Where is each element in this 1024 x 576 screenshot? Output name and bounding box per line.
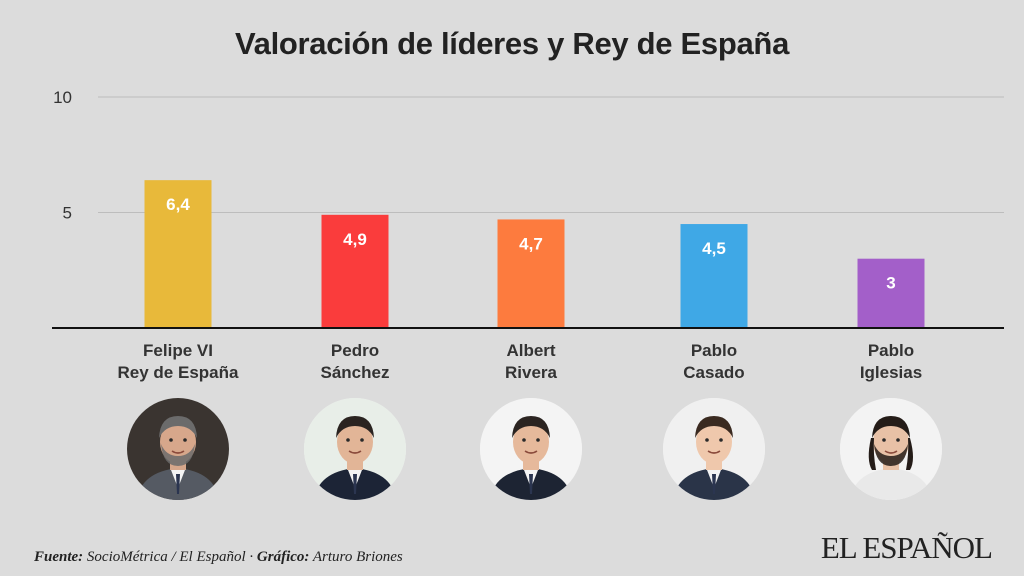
source-label: Fuente: <box>34 549 84 565</box>
chart-title: Valoración de líderes y Rey de España <box>234 26 790 61</box>
x-tick-label: Felipe VI Rey de España <box>88 340 268 384</box>
x-tick-label-line: Casado <box>683 363 745 382</box>
albert-rivera-portrait-icon <box>480 398 582 500</box>
bar <box>857 258 925 328</box>
bar <box>680 224 748 328</box>
x-tick-label-line: Iglesias <box>859 363 923 382</box>
pablo-iglesias-portrait-icon <box>840 398 942 500</box>
x-tick-label-line: Pablo <box>690 341 738 360</box>
x-tick-label-line: Felipe VI <box>143 341 213 360</box>
bar <box>497 219 565 328</box>
x-tick-label-line: Rey de España <box>117 363 239 382</box>
graphic-text: Arturo Briones <box>312 549 403 565</box>
x-tick-label: Pablo Casado <box>624 340 804 384</box>
el-espanol-logo: EL ESPAÑOL <box>820 530 993 565</box>
x-tick-label-line: Sánchez <box>320 363 390 382</box>
bar-value-label: 6,4 <box>166 195 190 214</box>
x-tick-label: Pedro Sánchez <box>265 340 445 384</box>
y-tick-label: 5 <box>63 204 72 223</box>
footer-separator: · <box>245 549 257 565</box>
bar-value-label: 3 <box>886 274 895 293</box>
bar-value-label: 4,5 <box>702 239 726 258</box>
felipe-vi-portrait-icon <box>127 398 229 500</box>
pedro-sanchez-portrait-icon <box>304 398 406 500</box>
footer-credits: Fuente: SocioMétrica / El Español · Gráf… <box>34 549 403 566</box>
bar <box>321 214 389 328</box>
x-tick-label-line: Rivera <box>505 363 557 382</box>
y-tick-label: 10 <box>53 88 72 107</box>
x-tick-label-line: Pedro <box>330 341 380 360</box>
pablo-casado-portrait-icon <box>663 398 765 500</box>
x-tick-label: Albert Rivera <box>441 340 621 384</box>
graphic-label: Gráfico: <box>256 549 310 565</box>
bar <box>144 180 212 328</box>
x-tick-label-line: Albert <box>506 341 556 360</box>
source-text: SocioMétrica / El Español <box>86 549 246 565</box>
x-tick-label-line: Pablo <box>867 341 915 360</box>
x-tick-label: Pablo Iglesias <box>801 340 981 384</box>
bar-value-label: 4,9 <box>343 230 367 249</box>
bar-value-label: 4,7 <box>519 234 543 253</box>
